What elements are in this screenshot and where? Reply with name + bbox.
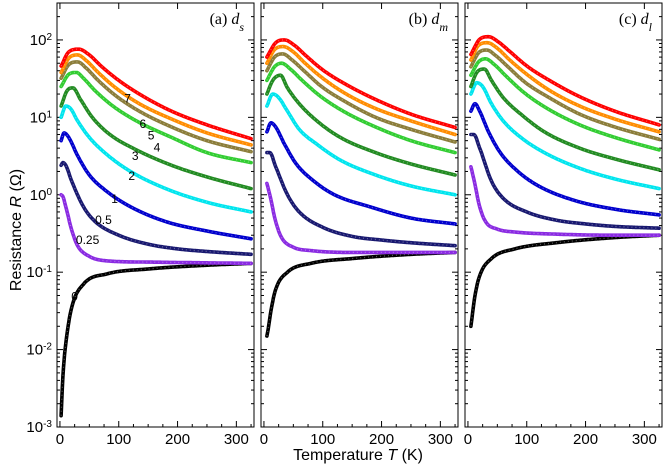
series-line-0.5 bbox=[469, 132, 661, 230]
axes-layer: 10-3 10-2 10-1 100 101 102 bbox=[26, 31, 52, 436]
series-markers-2 bbox=[266, 93, 456, 196]
series-line-6 bbox=[59, 53, 253, 147]
curve-label-2: 2 bbox=[128, 169, 135, 183]
series-markers-0 bbox=[470, 234, 660, 327]
series-line-5 bbox=[469, 48, 661, 142]
panels-layer: (a) ds 0 100 200 300 (b) dm 0 100 200 300 (c) dl 0 1… bbox=[56, 2, 663, 448]
x-axis-title: Temperature T (K) bbox=[293, 447, 423, 464]
series-line-0.5 bbox=[265, 150, 457, 248]
series-line-6 bbox=[469, 40, 661, 134]
series-markers-4 bbox=[266, 62, 456, 154]
series-markers-6 bbox=[470, 42, 660, 133]
series-markers-3 bbox=[60, 87, 252, 190]
panel-title: (c) dl bbox=[619, 11, 653, 34]
series-markers-1 bbox=[266, 122, 456, 225]
series-line-2 bbox=[59, 104, 253, 214]
curve-label-5: 5 bbox=[148, 128, 155, 142]
curve-label-7: 7 bbox=[124, 92, 131, 106]
x-tick-label: 200 bbox=[573, 431, 598, 448]
series-line-0 bbox=[59, 261, 253, 418]
panel-1: (a) ds 0 100 200 300 bbox=[56, 2, 255, 448]
series-line-4 bbox=[59, 70, 253, 165]
panel-frame bbox=[260, 2, 459, 428]
curve-label-4: 4 bbox=[154, 141, 161, 155]
y-tick-label: 101 bbox=[30, 109, 53, 127]
series-markers-0.5 bbox=[60, 161, 252, 255]
curve-label-0.5: 0.5 bbox=[95, 213, 112, 227]
series-line-4 bbox=[469, 56, 661, 152]
series-line-1 bbox=[59, 131, 253, 241]
series-line-2 bbox=[265, 92, 457, 197]
series-markers-7 bbox=[266, 39, 456, 129]
panel-2: (b) dm 0 100 200 300 bbox=[260, 2, 459, 448]
series-line-5 bbox=[265, 52, 457, 144]
series-markers-5 bbox=[470, 49, 660, 140]
series-line-2 bbox=[469, 80, 661, 191]
series-markers-7 bbox=[470, 36, 660, 126]
series-line-0 bbox=[469, 233, 661, 329]
x-tick-label: 0 bbox=[260, 431, 268, 448]
panel-3: (c) dl 0 100 200 300 bbox=[464, 2, 663, 448]
series-markers-0.5 bbox=[470, 133, 660, 229]
series-line-3 bbox=[469, 67, 661, 172]
x-tick-label: 0 bbox=[56, 431, 64, 448]
series-line-7 bbox=[265, 38, 457, 130]
series-markers-0.25 bbox=[470, 166, 660, 236]
series-line-1 bbox=[469, 101, 661, 217]
series-markers-1 bbox=[470, 103, 660, 216]
series-line-0 bbox=[265, 250, 457, 338]
series-markers-4 bbox=[470, 58, 660, 151]
y-tick-label: 10-2 bbox=[26, 341, 52, 359]
x-tick-label: 300 bbox=[632, 431, 657, 448]
series-line-0.25 bbox=[469, 165, 661, 237]
series-line-7 bbox=[59, 47, 253, 141]
series-markers-5 bbox=[266, 53, 456, 143]
panel-frame bbox=[464, 2, 663, 428]
x-tick-label: 300 bbox=[224, 431, 249, 448]
series-markers-0 bbox=[266, 251, 456, 337]
x-tick-label: 200 bbox=[369, 431, 394, 448]
series-markers-0 bbox=[60, 262, 252, 416]
series-line-4 bbox=[265, 61, 457, 155]
y-axis-title: Resistance R (Ω) bbox=[8, 169, 25, 291]
y-tick-label: 10-1 bbox=[26, 264, 52, 282]
series-line-3 bbox=[59, 86, 253, 191]
curve-label-6: 6 bbox=[140, 117, 147, 131]
x-tick-label: 100 bbox=[310, 431, 335, 448]
curve-label-1: 1 bbox=[111, 192, 118, 206]
series-line-0.25 bbox=[59, 193, 253, 266]
series-line-0.5 bbox=[59, 160, 253, 257]
series-line-0.25 bbox=[265, 181, 457, 255]
y-tick-label: 10-3 bbox=[26, 419, 52, 437]
series-line-7 bbox=[469, 34, 661, 127]
curve-label-0: 0 bbox=[71, 290, 78, 304]
x-tick-label: 0 bbox=[464, 431, 472, 448]
x-tick-label: 200 bbox=[165, 431, 190, 448]
series-markers-0.5 bbox=[266, 152, 456, 247]
series-markers-6 bbox=[266, 45, 456, 136]
curve-label-0.25: 0.25 bbox=[76, 233, 100, 247]
series-markers-3 bbox=[470, 68, 660, 171]
y-tick-label: 100 bbox=[30, 186, 53, 204]
panel-title: (a) ds bbox=[210, 11, 245, 34]
series-line-5 bbox=[59, 60, 253, 154]
series-line-3 bbox=[265, 73, 457, 177]
series-line-6 bbox=[265, 44, 457, 137]
panel-title: (b) dm bbox=[409, 11, 449, 34]
panel-frame bbox=[56, 2, 255, 428]
curve-label-3: 3 bbox=[132, 149, 139, 163]
x-tick-label: 100 bbox=[514, 431, 539, 448]
series-line-1 bbox=[265, 121, 457, 226]
x-tick-label: 100 bbox=[106, 431, 131, 448]
y-tick-label: 102 bbox=[30, 31, 53, 49]
series-markers-6 bbox=[60, 54, 252, 146]
x-tick-label: 300 bbox=[428, 431, 453, 448]
series-markers-0.25 bbox=[266, 183, 456, 253]
